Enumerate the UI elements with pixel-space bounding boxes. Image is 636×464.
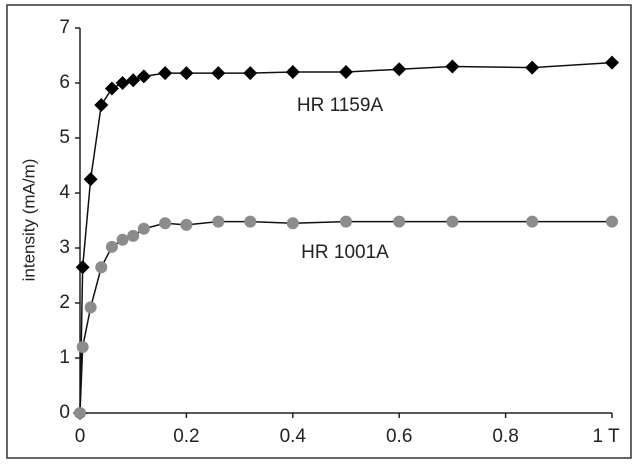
marker xyxy=(95,261,108,274)
y-tick-label: 5 xyxy=(59,127,70,148)
marker xyxy=(286,217,299,230)
frame xyxy=(6,4,632,459)
marker xyxy=(340,215,352,228)
marker xyxy=(127,229,140,242)
y-tick-label: 4 xyxy=(59,182,70,203)
series-annotation: HR 1159A xyxy=(297,95,384,116)
marker xyxy=(244,215,257,228)
marker xyxy=(75,260,90,275)
x-tick-label: 0 xyxy=(75,426,86,447)
marker xyxy=(606,215,618,228)
marker xyxy=(115,76,130,90)
y-tick-label: 6 xyxy=(59,72,70,93)
marker xyxy=(84,301,97,314)
y-tick-label: 7 xyxy=(59,17,70,38)
marker xyxy=(137,222,150,235)
marker xyxy=(393,215,406,228)
marker xyxy=(339,65,353,79)
marker xyxy=(525,60,540,75)
x-tick-label: 0.8 xyxy=(492,426,518,447)
marker xyxy=(94,98,109,112)
marker xyxy=(105,240,118,253)
marker xyxy=(526,215,539,228)
marker xyxy=(76,341,89,353)
marker xyxy=(83,172,98,187)
marker xyxy=(126,73,141,88)
marker xyxy=(243,66,258,81)
marker xyxy=(605,55,619,70)
marker xyxy=(104,81,119,96)
marker xyxy=(179,66,194,81)
marker xyxy=(159,217,172,230)
marker xyxy=(392,62,407,77)
marker xyxy=(158,66,173,81)
x-tick-label: 0.2 xyxy=(173,426,199,447)
x-tick-label: 0.6 xyxy=(386,426,412,447)
y-tick-label: 1 xyxy=(59,347,70,368)
marker xyxy=(116,233,129,246)
series-line xyxy=(79,220,612,414)
y-tick-label: 3 xyxy=(59,237,70,258)
y-axis-label: intensity (mA/m) xyxy=(19,159,38,282)
marker xyxy=(136,69,151,84)
marker xyxy=(180,218,193,231)
marker xyxy=(445,59,460,74)
y-tick-label: 0 xyxy=(59,402,70,423)
x-tick-label: 1 T xyxy=(592,426,620,447)
series-line xyxy=(79,61,613,414)
marker xyxy=(74,407,86,419)
x-tick-label: 0.4 xyxy=(280,426,307,447)
y-tick-label: 2 xyxy=(59,292,70,313)
marker xyxy=(446,215,459,228)
marker xyxy=(211,66,226,81)
marker xyxy=(285,65,300,79)
marker xyxy=(212,215,225,228)
series-annotation: HR 1001A xyxy=(301,242,389,263)
